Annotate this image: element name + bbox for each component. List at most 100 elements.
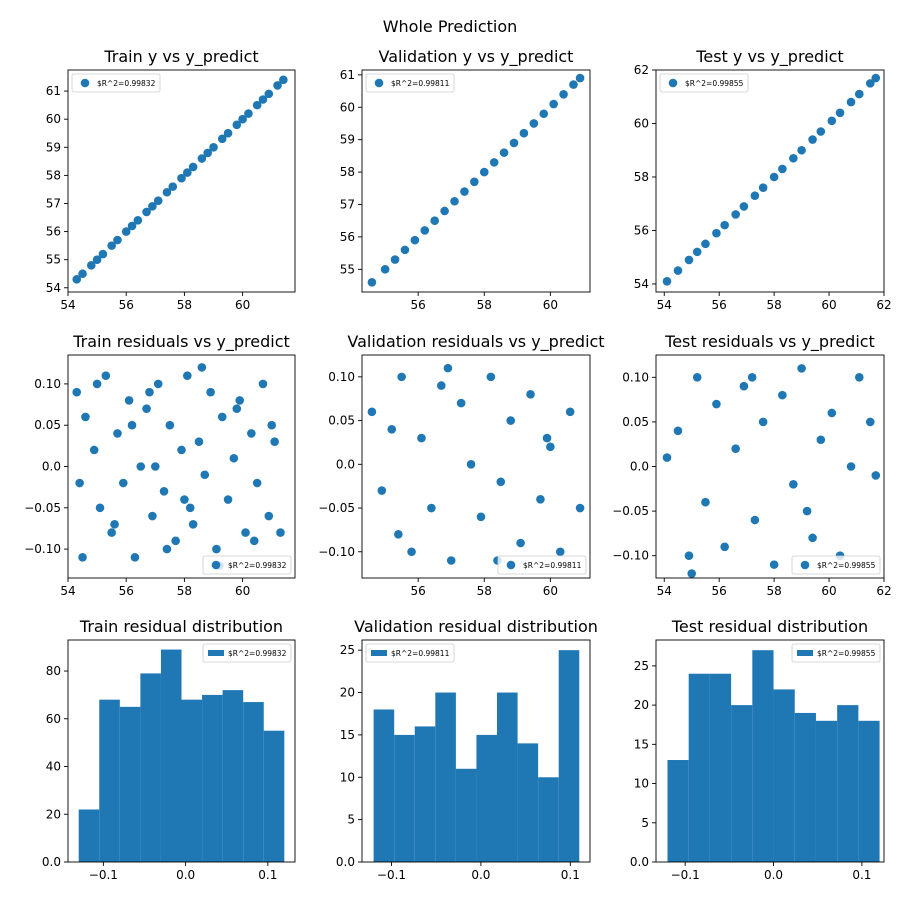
x-tick-label: 58 (177, 584, 192, 598)
scatter-point (750, 191, 760, 201)
scatter-point (142, 404, 151, 413)
axes-frame (655, 69, 885, 293)
y-tick-label: −0.05 (24, 501, 61, 515)
scatter-point (496, 477, 506, 487)
histogram-bar (497, 692, 518, 862)
scatter-point (747, 373, 757, 382)
scatter-point (118, 478, 128, 488)
y-tick-label: 15 (634, 737, 649, 751)
y-tick-label: −0.05 (612, 504, 649, 518)
scatter-point (750, 515, 760, 525)
histogram-bar (243, 702, 264, 862)
x-tick-label: 56 (712, 584, 727, 598)
scatter-point (692, 373, 702, 382)
legend-box (202, 643, 292, 663)
scatter-point (827, 116, 837, 126)
legend-swatch (208, 650, 224, 656)
scatter-point (509, 138, 519, 148)
scatter-point (797, 364, 806, 373)
scatter-point (258, 95, 268, 104)
histogram-bar (688, 673, 710, 862)
legend-marker (506, 560, 516, 570)
scatter-point (92, 255, 102, 264)
x-tick-label: 62 (876, 298, 891, 312)
legend-label: $R^2=0.99811 (391, 79, 450, 88)
scatter-point (183, 168, 192, 177)
legend-label: $R^2=0.99855 (817, 649, 876, 658)
y-tick-label: 61 (340, 68, 355, 82)
scatter-point (846, 97, 856, 107)
legend-marker (211, 560, 221, 570)
scatter-point (377, 486, 387, 495)
scatter-point (258, 379, 268, 389)
scatter-point (778, 164, 787, 174)
scatter-point (200, 470, 210, 480)
scatter-point (835, 108, 845, 118)
y-tick-label: 10 (340, 770, 355, 784)
subplot-1: Train y vs y_predict 54 56 58 60 54 55 56 57 58 59… (46, 47, 296, 312)
scatter-point (264, 511, 274, 521)
scatter-point (871, 471, 881, 480)
x-tick-label: 0.1 (258, 868, 277, 882)
scatter-point (476, 512, 486, 522)
x-tick-label: 56 (119, 584, 134, 598)
histogram-bar (99, 699, 120, 862)
subplot-title: Train residuals vs y_predict (72, 332, 290, 352)
y-tick-label: 58 (340, 165, 355, 179)
y-tick-label: 0.0 (42, 855, 61, 869)
scatter-point (417, 433, 426, 443)
histogram-bar (455, 768, 477, 862)
y-tick-label: −0.10 (612, 549, 649, 563)
scatter-point (183, 371, 192, 380)
scatter-point (446, 556, 456, 565)
legend-box (659, 73, 749, 93)
scatter-point (151, 462, 160, 471)
legend-label: $R^2=0.99811 (523, 561, 582, 570)
y-tick-label: 61 (46, 84, 61, 98)
y-tick-label: 25 (634, 659, 649, 673)
y-tick-label: 58 (634, 170, 649, 184)
scatter-point (387, 425, 397, 434)
scatter-point (499, 148, 509, 157)
axes-frame (67, 639, 296, 863)
legend: $R^2=0.99832 (202, 555, 292, 575)
subplot-title: Validation residual distribution (354, 617, 598, 636)
scatter-point (279, 75, 288, 85)
scatter-point (188, 520, 198, 529)
y-tick-label: 58 (46, 168, 61, 182)
scatter-point (731, 210, 740, 219)
y-tick-label: 56 (340, 230, 355, 244)
legend-box (791, 643, 881, 663)
scatter-point (816, 127, 826, 136)
y-tick-label: 5 (641, 816, 649, 830)
scatter-point (89, 445, 99, 455)
scatter-point (130, 553, 140, 562)
legend-marker (80, 78, 90, 88)
y-tick-label: 0.0 (336, 457, 355, 471)
subplot-9: Test residual distribution −0.1 0.0 0.1 0.0 5… (630, 617, 885, 882)
scatter-point (197, 363, 207, 372)
scatter-point (390, 255, 400, 264)
scatter-point (871, 73, 881, 83)
scatter-point (673, 266, 683, 275)
scatter-point (98, 249, 108, 259)
legend-box (71, 73, 161, 93)
x-tick-label: 54 (657, 584, 672, 598)
y-tick-label: 54 (46, 281, 61, 295)
histogram-bar (202, 694, 223, 862)
subplot-title: Train y vs y_predict (103, 47, 258, 67)
scatter-point (78, 553, 87, 562)
axes-frame (361, 354, 591, 579)
scatter-point (124, 396, 134, 405)
scatter-point (575, 73, 585, 83)
legend-swatch (371, 650, 387, 656)
scatter-point (400, 245, 410, 255)
subplot-title: Train residual distribution (79, 617, 283, 636)
y-tick-label: 0.10 (328, 370, 355, 384)
scatter-point (241, 528, 250, 537)
scatter-point (223, 495, 233, 504)
scatter-point (720, 220, 729, 230)
scatter-point (758, 183, 768, 192)
y-tick-label: 60 (340, 100, 355, 114)
x-tick-label: 60 (821, 584, 836, 598)
